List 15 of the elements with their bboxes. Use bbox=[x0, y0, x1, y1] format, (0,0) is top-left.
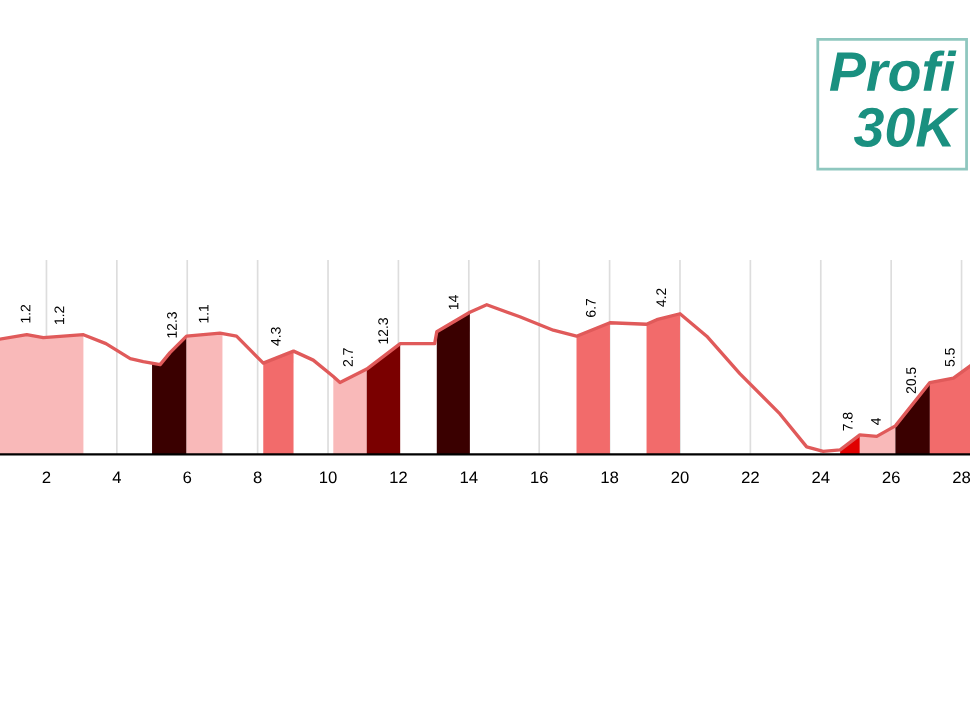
x-tick-label: 14 bbox=[460, 471, 478, 484]
x-tick-label: 12 bbox=[390, 471, 407, 484]
x-tick-label: 18 bbox=[601, 471, 619, 484]
x-tick-label: 26 bbox=[882, 471, 900, 484]
x-tick-label: 8 bbox=[253, 471, 262, 484]
chart-title: Profi 30K bbox=[829, 50, 959, 148]
x-tick-label: 4 bbox=[112, 471, 121, 484]
x-tick-label: 10 bbox=[320, 471, 337, 484]
x-tick-label: 6 bbox=[183, 471, 192, 484]
x-tick-label: 16 bbox=[531, 471, 548, 484]
x-tick-label: 2 bbox=[42, 471, 51, 484]
x-tick-label: 22 bbox=[741, 471, 759, 484]
x-tick-label: 28 bbox=[953, 471, 970, 484]
x-tick-label: 24 bbox=[812, 471, 830, 484]
x-tick-label: 20 bbox=[671, 471, 689, 484]
